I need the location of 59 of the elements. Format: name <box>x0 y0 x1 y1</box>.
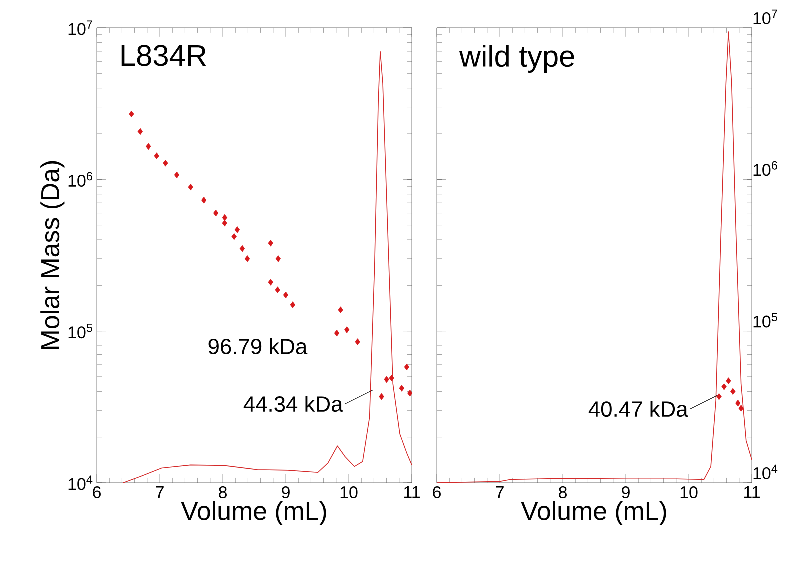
point <box>379 393 384 400</box>
y-axis-title: Molar Mass (Da) <box>40 161 65 350</box>
annotation: 96.79 kDa <box>208 338 308 355</box>
y-tick-label: 10$^{4}$ <box>754 464 778 480</box>
y-tick-label: 10$^{6}$ <box>754 161 778 176</box>
point <box>240 245 246 252</box>
point <box>174 172 180 179</box>
point <box>244 256 250 262</box>
x-axis-title: Volume (mL) <box>521 501 666 526</box>
y-tick-label: 10$^{5}$ <box>68 324 92 339</box>
point <box>268 240 274 247</box>
point <box>188 184 194 191</box>
point <box>222 214 228 222</box>
annotation: 44.34 kDa <box>244 396 344 412</box>
x-tick-label: 9 <box>282 486 290 498</box>
x-tick-label: 6 <box>433 486 441 498</box>
x-tick-label: 9 <box>622 486 630 498</box>
point <box>389 374 394 382</box>
point <box>129 110 134 118</box>
point <box>222 220 228 227</box>
point <box>268 279 274 286</box>
x-tick-label: 8 <box>559 486 567 498</box>
point <box>338 306 344 314</box>
chart-title: L834R <box>122 45 206 66</box>
point <box>163 160 168 167</box>
point <box>213 210 219 217</box>
y-tick-label: 10$^{7}$ <box>754 10 778 24</box>
y-tick-label: 10$^{5}$ <box>754 313 778 328</box>
point <box>138 128 144 136</box>
point <box>404 364 410 371</box>
point <box>146 143 152 150</box>
x-tick-label: 6 <box>93 486 101 498</box>
point <box>334 330 340 337</box>
x-tick-label: 11 <box>744 486 760 498</box>
y-tick-label: 10$^{4}$ <box>68 476 93 490</box>
point <box>232 233 237 240</box>
point <box>384 376 390 384</box>
x-axis-title: Volume (mL) <box>181 501 326 526</box>
y-tick-label: 10$^{6}$ <box>68 172 92 187</box>
annotation: 40.47 kDa <box>588 400 688 418</box>
x-tick-label: 7 <box>156 486 164 498</box>
y-tick-label: 10$^{7}$ <box>68 20 92 36</box>
point <box>355 338 360 346</box>
point <box>344 326 350 334</box>
x-tick-label: 10 <box>680 486 698 498</box>
point <box>399 385 405 392</box>
x-tick-label: 8 <box>219 486 227 498</box>
text: wild type <box>459 45 574 74</box>
point <box>154 152 160 160</box>
point <box>202 196 207 204</box>
point <box>408 390 413 397</box>
x-tick-label: 10 <box>340 486 358 498</box>
point <box>290 302 296 308</box>
point <box>234 226 240 234</box>
x-tick-label: 11 <box>404 486 420 498</box>
x-tick-label: 7 <box>496 486 504 498</box>
point <box>276 256 282 262</box>
point <box>275 286 280 294</box>
point <box>283 292 289 299</box>
